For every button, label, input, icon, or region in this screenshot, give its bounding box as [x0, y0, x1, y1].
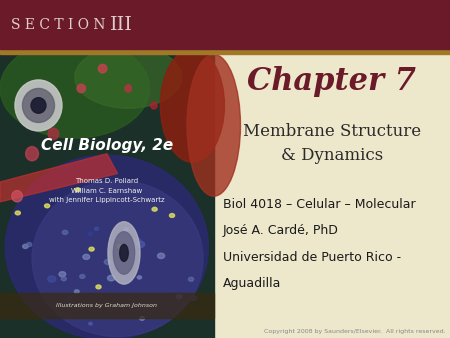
Circle shape [74, 290, 79, 293]
Text: Aguadilla: Aguadilla [223, 277, 281, 290]
Ellipse shape [160, 49, 225, 162]
Ellipse shape [77, 84, 86, 93]
Ellipse shape [32, 180, 203, 337]
Ellipse shape [113, 232, 135, 274]
Circle shape [152, 207, 157, 211]
Circle shape [61, 277, 66, 281]
Text: S E C T I O N: S E C T I O N [11, 18, 106, 31]
Ellipse shape [75, 46, 182, 108]
Circle shape [94, 227, 99, 230]
Bar [0, 49, 450, 54]
Text: José A. Cardé, PhD: José A. Cardé, PhD [223, 224, 338, 237]
Ellipse shape [98, 64, 107, 73]
Text: Chapter 7: Chapter 7 [248, 66, 416, 97]
Circle shape [27, 243, 32, 246]
Circle shape [48, 276, 56, 282]
Text: Thomas D. Pollard
William C. Earnshaw
with Jennifer Lippincott-Schwartz: Thomas D. Pollard William C. Earnshaw wi… [49, 178, 165, 203]
Text: Illustrations by Graham Johnson: Illustrations by Graham Johnson [56, 303, 158, 308]
Ellipse shape [26, 147, 39, 161]
Circle shape [158, 253, 165, 259]
Ellipse shape [5, 155, 208, 338]
Ellipse shape [151, 102, 157, 109]
Circle shape [118, 244, 123, 248]
Ellipse shape [22, 89, 54, 122]
Ellipse shape [0, 39, 149, 138]
Circle shape [108, 275, 115, 281]
Text: Biol 4018 – Celular – Molecular: Biol 4018 – Celular – Molecular [223, 198, 415, 211]
Circle shape [80, 274, 85, 279]
Circle shape [140, 317, 144, 320]
Circle shape [15, 211, 20, 215]
Ellipse shape [125, 85, 131, 92]
Circle shape [124, 228, 128, 231]
Bar [0, 0, 450, 49]
Text: III: III [110, 16, 133, 33]
Circle shape [191, 296, 197, 300]
Text: Cell Biology, 2e: Cell Biology, 2e [41, 138, 173, 153]
Circle shape [135, 238, 141, 243]
Circle shape [89, 247, 94, 251]
Circle shape [59, 272, 66, 277]
Circle shape [68, 296, 72, 299]
Circle shape [96, 285, 101, 289]
Circle shape [170, 214, 175, 217]
Circle shape [137, 276, 142, 279]
Circle shape [88, 232, 92, 236]
Circle shape [189, 277, 194, 281]
Bar [0, 293, 214, 318]
Bar [0, 54, 214, 338]
Circle shape [116, 236, 120, 239]
Polygon shape [0, 154, 117, 202]
Circle shape [22, 244, 28, 248]
Circle shape [45, 204, 50, 208]
Ellipse shape [120, 244, 128, 261]
Circle shape [176, 294, 182, 298]
Circle shape [62, 230, 68, 235]
Circle shape [104, 260, 111, 264]
Ellipse shape [187, 54, 240, 196]
Ellipse shape [15, 80, 62, 131]
Ellipse shape [48, 128, 59, 140]
Ellipse shape [31, 98, 46, 113]
Circle shape [83, 254, 90, 260]
Ellipse shape [108, 222, 140, 284]
Circle shape [136, 241, 144, 247]
Text: Universidad de Puerto Rico -: Universidad de Puerto Rico - [223, 251, 401, 264]
Circle shape [75, 188, 80, 192]
Circle shape [89, 322, 92, 325]
Text: Copyright 2008 by Saunders/Elsevier.  All rights reserved.: Copyright 2008 by Saunders/Elsevier. All… [264, 329, 446, 334]
Text: Membrane Structure
& Dynamics: Membrane Structure & Dynamics [243, 123, 421, 164]
Ellipse shape [12, 191, 22, 202]
